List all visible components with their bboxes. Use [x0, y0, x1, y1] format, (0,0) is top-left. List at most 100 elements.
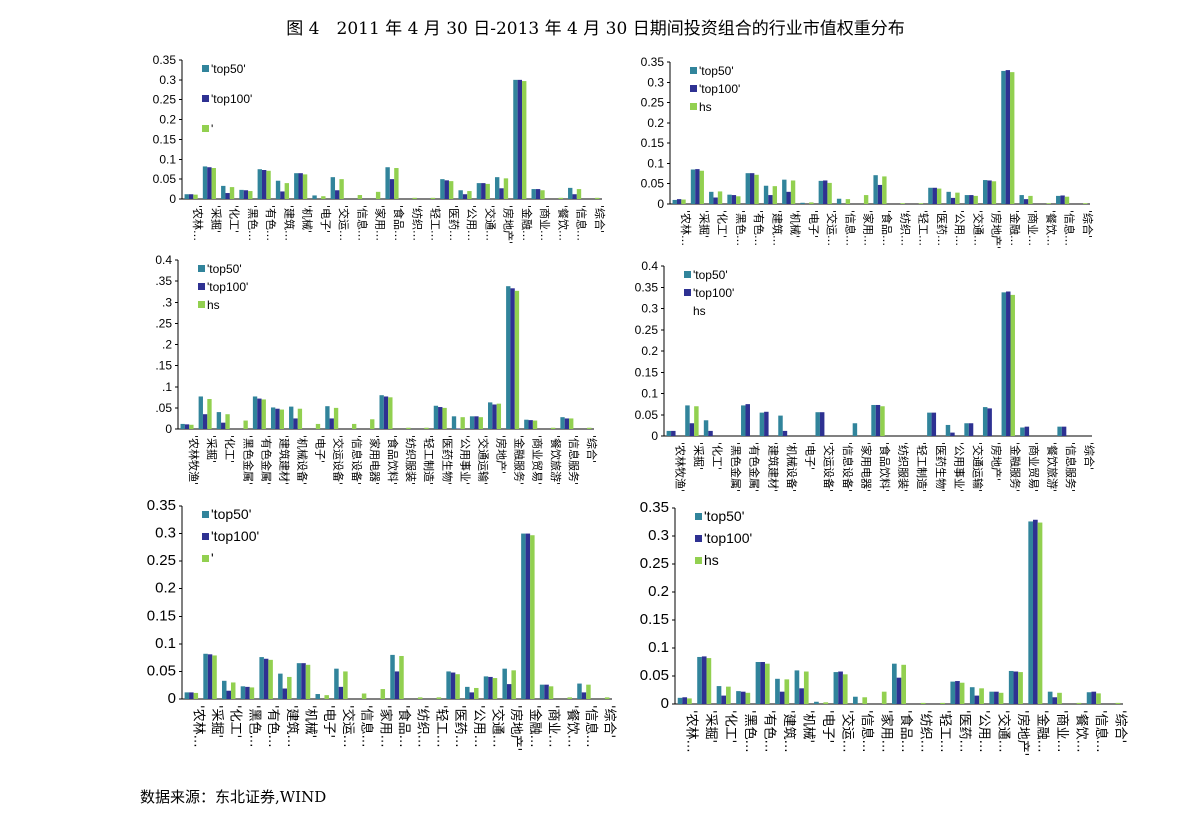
bar-top100 [535, 189, 541, 199]
x-tick-label: '房地产' [1015, 710, 1031, 756]
bar-top50 [815, 412, 820, 436]
bar-top100 [389, 179, 395, 199]
bar-hs [229, 187, 235, 199]
legend-label-top50: 'top50' [699, 64, 734, 78]
y-tick-label: 0.4 [155, 253, 172, 267]
x-tick-label: '金融… [1034, 710, 1050, 753]
bar-top100 [510, 288, 515, 429]
y-tick-label: 0.2 [648, 583, 669, 600]
bar-top100 [994, 691, 999, 704]
bar-top50 [476, 183, 482, 199]
x-tick-label: '综合' [1112, 710, 1127, 743]
legend-swatch-top50 [690, 67, 697, 74]
bar-top100 [207, 654, 213, 699]
bar-top50 [469, 416, 475, 429]
bar-hs [699, 170, 704, 204]
bar-hs [882, 176, 887, 204]
y-tick-label: 0.3 [155, 525, 176, 542]
bar-top50 [727, 194, 732, 204]
x-tick-label: '黑色… [246, 705, 262, 748]
bar-top50 [763, 185, 769, 204]
x-tick-label: '建筑… [781, 710, 797, 753]
bar-hs [548, 686, 554, 699]
bar-top50 [1008, 670, 1014, 704]
bar-hs [558, 197, 563, 199]
bar-top100 [968, 423, 974, 436]
x-tick-label: '纺织服装' [404, 435, 418, 485]
chart-svg-6: 0 0.05 0.1 0.15 0.2 0.25 0.3 0.35 '农林… '采掘' '化工' '黑… [640, 499, 1127, 756]
y-tick-label: 0 [169, 192, 176, 206]
y-tick-label: 0.1 [648, 639, 669, 656]
figure-title: 图 4 2011 年 4 月 30 日-2013 年 4 月 30 日期间投资组… [286, 19, 905, 39]
bar-top100 [394, 671, 400, 699]
bar-top50 [390, 654, 395, 699]
y-tick-label: 0.3 [641, 302, 658, 316]
bar-hs [803, 671, 809, 704]
y-tick-label: 0.05 [147, 662, 176, 679]
bar-top50 [1086, 692, 1092, 704]
x-tick-label: '电子' [321, 705, 336, 738]
x-tick-label: '电子' [314, 435, 327, 463]
x-tick-label: '机械' [303, 705, 318, 738]
bar-hs [225, 414, 230, 429]
bar-top50 [180, 423, 185, 429]
bar-hs [455, 674, 460, 699]
bar-top100 [689, 423, 695, 436]
bar-top100 [581, 692, 587, 699]
bar-top50 [745, 173, 750, 204]
x-tick-label: '信息… [575, 205, 589, 241]
bar-hs [604, 697, 610, 699]
bar-top50 [1047, 691, 1053, 704]
bar-top50 [560, 417, 565, 429]
x-tick-label: '综合' [1083, 442, 1097, 470]
bar-top50 [539, 684, 545, 699]
bar-hs [324, 695, 329, 699]
y-tick-label: 0.35 [640, 499, 669, 516]
x-tick-label: '商业… [1054, 710, 1069, 753]
bar-hs [243, 420, 248, 429]
x-tick-label: '医药生物' [934, 442, 948, 492]
bar-hs [266, 170, 271, 199]
bar-hs [514, 290, 520, 429]
x-tick-label: '商业… [1026, 210, 1040, 246]
bar-hs [302, 174, 308, 199]
y-tick-label: .1 [162, 380, 172, 394]
bar-top50 [289, 406, 294, 429]
y-tick-label: .25 [155, 316, 172, 330]
bar-hs [315, 423, 321, 429]
x-tick-label: '餐饮… [564, 705, 580, 748]
source-note: 数据来源：东北证券,WIND [140, 788, 327, 806]
bar-top100 [1006, 291, 1011, 436]
bar-hs [1096, 693, 1101, 704]
y-tick-label: 0.2 [155, 580, 176, 597]
x-tick-label: '金融… [520, 205, 534, 241]
x-tick-label: '电子' [807, 210, 820, 238]
bar-hs [532, 420, 538, 429]
bar-top50 [494, 177, 500, 199]
bar-top50 [818, 180, 824, 204]
x-tick-label: '信息设备' [841, 442, 855, 492]
x-tick-label: '综合' [593, 205, 607, 233]
bar-hs [460, 417, 465, 429]
bar-top100 [1024, 426, 1030, 436]
x-tick-label: '纺织服装' [897, 442, 911, 492]
legend-swatch-top100 [690, 85, 697, 92]
bar-top100 [338, 686, 344, 699]
bar-top50 [969, 687, 975, 704]
x-tick-label: '家用电器' [368, 435, 382, 485]
x-tick-label: '食品… [392, 205, 406, 241]
bar-top100 [282, 688, 288, 699]
bar-hs [1037, 522, 1043, 704]
bar-hs [726, 686, 731, 704]
bar-top50 [275, 180, 281, 199]
x-tick-label: '综合' [585, 435, 599, 463]
bar-hs [694, 406, 699, 436]
x-tick-label: '家用… [879, 710, 895, 753]
bar-hs [511, 670, 516, 699]
x-tick-label: '公用事业' [458, 435, 471, 485]
bar-hs [522, 81, 527, 199]
bar-hs [955, 192, 960, 204]
bar-hs [809, 202, 814, 204]
x-tick-label: '金融… [1008, 210, 1022, 246]
bar-hs [998, 692, 1004, 704]
